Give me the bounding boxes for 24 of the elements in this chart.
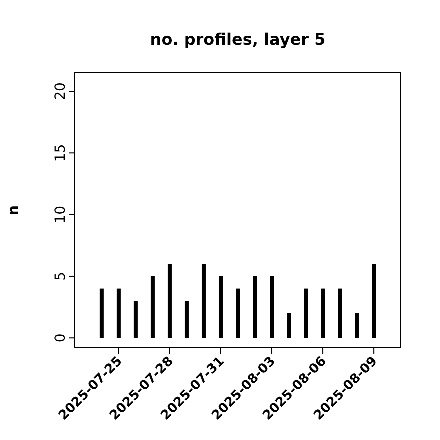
bar [355, 313, 360, 338]
bar [100, 288, 104, 338]
bar [304, 288, 308, 338]
bar [150, 276, 155, 338]
bar [184, 301, 189, 338]
bar [321, 288, 326, 338]
y-axis-title: n [6, 206, 22, 216]
bar [236, 288, 240, 338]
bar [218, 276, 223, 338]
y-tick-label: 5 [53, 272, 69, 281]
bar [338, 288, 342, 338]
bar [287, 313, 292, 338]
bar [134, 301, 138, 338]
chart-title: no. profiles, layer 5 [150, 30, 326, 49]
bar [116, 288, 121, 338]
y-tick-label: 0 [53, 334, 69, 343]
bar [372, 264, 376, 338]
bar [253, 276, 258, 338]
bar [202, 264, 206, 338]
bar [168, 264, 172, 338]
y-tick-label: 15 [53, 144, 69, 162]
y-tick-label: 20 [53, 82, 69, 100]
bar [270, 276, 274, 338]
y-tick-label: 10 [53, 206, 69, 224]
